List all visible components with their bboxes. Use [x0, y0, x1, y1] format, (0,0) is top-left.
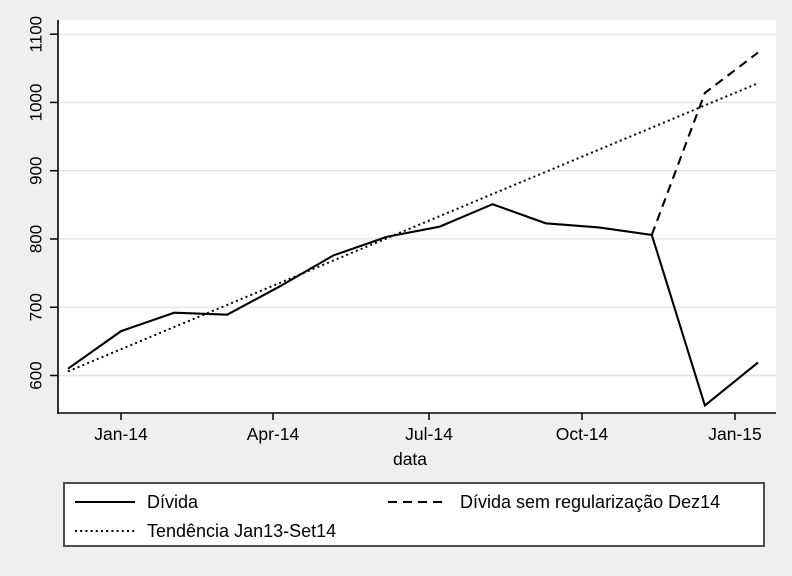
x-tick-label-Jul-14: Jul-14 [405, 424, 453, 444]
legend-label-divida: Dívida [147, 492, 199, 512]
legend-label-tendencia: Tendência Jan13-Set14 [147, 521, 337, 541]
y-tick-label-800: 800 [26, 225, 45, 253]
y-tick-label-1100: 1100 [26, 16, 45, 53]
dashed-line-sample-icon [388, 500, 448, 504]
dotted-line-sample-icon [75, 530, 135, 532]
legend-item-divida: Dívida [74, 491, 198, 513]
y-tick-label-900: 900 [26, 157, 45, 185]
y-tick-label-1000: 1000 [26, 84, 45, 122]
x-tick-label-Jan-14: Jan-14 [94, 424, 148, 444]
chart-legend: Dívida Dívida sem regularização Dez14 Te… [63, 482, 765, 547]
legend-item-tendencia: Tendência Jan13-Set14 [74, 520, 336, 542]
series-line-dashed [650, 51, 759, 236]
x-tick-label-Jan-15: Jan-15 [708, 424, 762, 444]
legend-label-divida-sem-regularizacao: Dívida sem regularização Dez14 [460, 492, 721, 512]
plot-area [58, 20, 776, 413]
chart-canvas: 600 700 800 900 1000 1100 Jan-14 Apr-14 Jul-14 Oc… [26, 16, 776, 469]
y-tick-label-700: 700 [26, 293, 45, 321]
x-tick-label-Apr-14: Apr-14 [247, 424, 300, 444]
y-tick-label-600: 600 [26, 361, 45, 389]
x-axis-title: data [393, 449, 427, 469]
legend-item-divida-sem-regularizacao: Dívida sem regularização Dez14 [387, 491, 720, 513]
series-line-solid [67, 203, 759, 408]
x-tick-label-Oct-14: Oct-14 [556, 424, 609, 444]
solid-line-sample-icon [75, 500, 135, 504]
